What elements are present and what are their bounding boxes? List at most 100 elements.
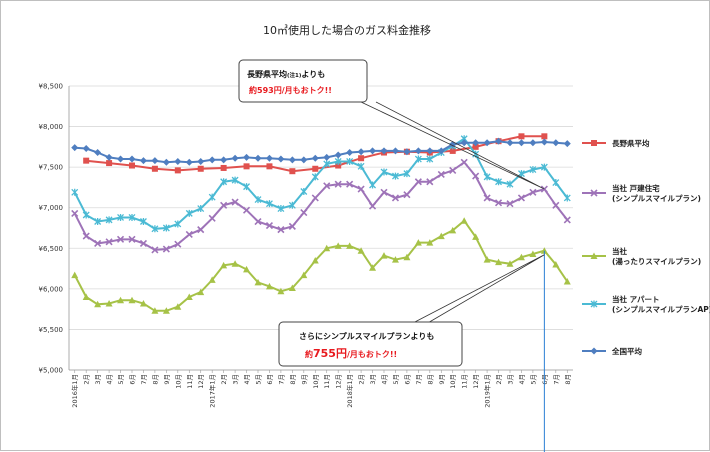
data-point (174, 220, 182, 228)
x-tick-label: 2019年1月 (483, 374, 492, 408)
series-line (74, 140, 568, 164)
data-point (529, 139, 537, 147)
series-line (73, 137, 569, 230)
data-point (506, 200, 514, 208)
data-point (426, 178, 434, 186)
data-point (483, 173, 491, 181)
data-point (94, 300, 102, 308)
x-tick-label: 11月 (461, 374, 469, 389)
x-tick-label: 2月 (83, 374, 91, 385)
legend-label: 長野県平均 (612, 138, 650, 148)
data-point (243, 163, 250, 170)
data-point (185, 209, 193, 217)
callout-savings: 約593円/月もおトク!! (249, 85, 332, 95)
callout-pointer (360, 101, 545, 190)
data-point (506, 180, 514, 188)
legend-label: 全国平均 (611, 346, 642, 356)
x-tick-label: 2月 (220, 374, 228, 385)
x-tick-label: 11月 (323, 374, 331, 389)
data-point (334, 242, 342, 249)
data-point (518, 133, 525, 140)
data-point (243, 183, 251, 191)
data-point (71, 188, 79, 196)
data-point (414, 147, 422, 155)
data-point (117, 213, 125, 221)
data-point (242, 206, 251, 214)
data-point (323, 153, 331, 161)
data-point (266, 163, 273, 170)
callout-box (238, 59, 368, 103)
data-point (197, 226, 205, 234)
legend-label: 当社 アパート(シンプルスマイルプランAP) (612, 294, 710, 314)
data-point (391, 147, 399, 155)
x-tick-label: 4月 (243, 374, 251, 385)
data-point (197, 157, 205, 165)
data-point (311, 173, 319, 181)
data-point (357, 148, 365, 156)
data-point (334, 157, 342, 165)
data-point (495, 137, 503, 145)
data-point (231, 198, 239, 206)
data-point (162, 158, 170, 166)
data-point (414, 155, 422, 163)
data-point (323, 244, 331, 252)
data-point (116, 235, 125, 243)
data-point (265, 154, 273, 162)
y-tick-label: ¥7,000 (39, 204, 64, 212)
data-point (369, 181, 377, 189)
x-tick-label: 9月 (438, 374, 446, 385)
data-point (311, 256, 319, 264)
x-tick-label: 10月 (312, 374, 320, 389)
data-point (288, 284, 296, 292)
data-point (590, 252, 598, 259)
data-point (541, 133, 548, 140)
data-point (139, 157, 147, 165)
data-point (82, 293, 90, 300)
data-point (563, 140, 571, 148)
x-tick-label: 11月 (186, 374, 194, 389)
data-point (311, 154, 319, 162)
data-point (82, 232, 90, 240)
callout-text: 長野県平均(注1)よりも (247, 69, 325, 79)
data-point (94, 149, 102, 157)
series-line (73, 160, 569, 251)
data-point (254, 217, 262, 226)
data-point (128, 296, 136, 304)
x-tick-label: 7月 (415, 374, 423, 385)
data-point (277, 287, 285, 295)
data-point (590, 347, 598, 355)
data-point (300, 209, 308, 217)
data-point (265, 200, 273, 208)
data-point (208, 156, 216, 164)
data-point (414, 239, 422, 246)
data-point (94, 218, 102, 226)
data-point (380, 252, 388, 259)
data-point (220, 156, 228, 164)
x-tick-label: 7月 (552, 374, 560, 385)
data-point (334, 151, 342, 159)
data-point (82, 211, 90, 219)
x-tick-label: 7月 (277, 374, 285, 385)
data-point (449, 166, 457, 174)
data-point (357, 185, 365, 193)
data-point (517, 253, 525, 261)
x-tick-label: 4月 (381, 374, 389, 385)
data-point (162, 307, 170, 314)
data-point (426, 155, 434, 163)
data-point (414, 178, 422, 186)
data-point (437, 147, 445, 155)
data-point (368, 202, 377, 210)
data-point (590, 189, 598, 197)
data-point (288, 156, 296, 164)
data-point (243, 265, 251, 273)
data-point (483, 256, 491, 263)
data-point (231, 154, 239, 162)
data-point (460, 139, 468, 147)
data-point (540, 138, 548, 146)
x-tick-label: 3月 (232, 374, 240, 385)
y-tick-label: ¥6,000 (39, 285, 64, 293)
data-point (426, 239, 434, 246)
legend-label: 当社 戸建住宅(シンプルスマイルプラン) (612, 183, 701, 203)
data-point (449, 226, 457, 234)
data-point (323, 160, 331, 168)
